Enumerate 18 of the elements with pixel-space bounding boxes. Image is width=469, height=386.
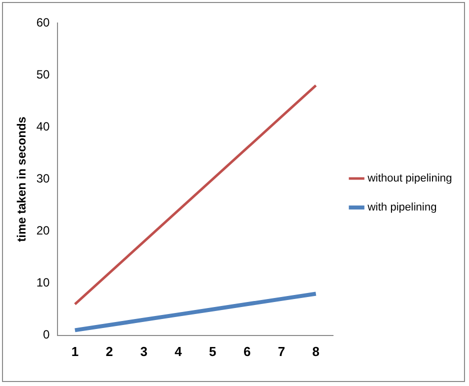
- x-tick-label: 8: [312, 344, 320, 359]
- x-tick-label: 2: [106, 344, 113, 359]
- x-tick-label: 3: [140, 344, 148, 359]
- y-tick-label: 60: [36, 15, 50, 30]
- y-tick-label: 0: [43, 328, 50, 342]
- y-axis-title: time taken in seconds: [14, 116, 29, 242]
- y-tick-label: 10: [36, 276, 50, 290]
- x-tick-label: 1: [71, 344, 79, 359]
- x-tick-label: 4: [174, 344, 183, 359]
- y-tick-label: 30: [36, 172, 50, 186]
- x-tick-label: 5: [209, 344, 216, 359]
- y-tick-label: 40: [36, 119, 50, 134]
- x-tick-label: 6: [243, 344, 251, 359]
- y-tick-label: 50: [36, 67, 50, 82]
- x-tick-label: 7: [278, 344, 286, 359]
- legend-label: without pipelining: [366, 172, 452, 185]
- y-tick-label: 20: [36, 224, 50, 238]
- legend-label: with pipelining: [366, 202, 437, 214]
